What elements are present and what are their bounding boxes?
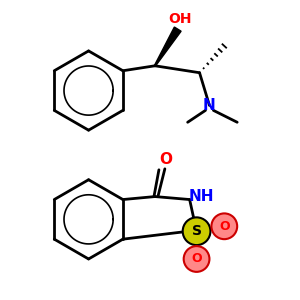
Text: S: S (192, 224, 202, 238)
Text: O: O (191, 253, 202, 266)
Circle shape (212, 213, 237, 239)
Text: O: O (219, 220, 230, 233)
Circle shape (184, 246, 209, 272)
Text: OH: OH (168, 12, 191, 26)
Text: N: N (203, 98, 216, 113)
Text: O: O (159, 152, 172, 167)
Circle shape (183, 218, 210, 245)
Text: NH: NH (189, 189, 214, 204)
Polygon shape (154, 27, 181, 66)
